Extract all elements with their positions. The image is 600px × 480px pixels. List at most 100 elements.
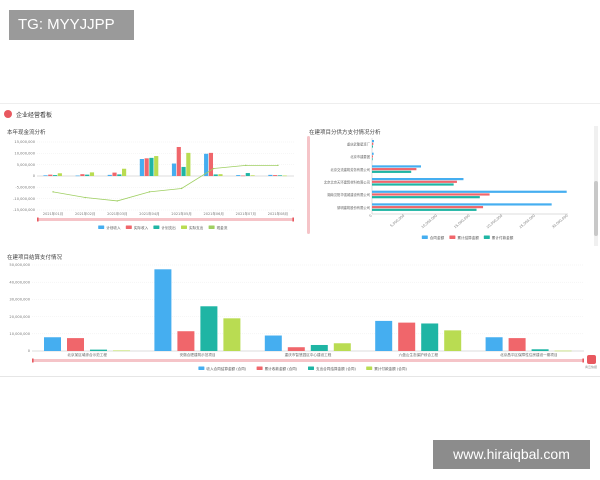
vertical-scrollbar-thumb[interactable] bbox=[594, 181, 598, 236]
y-tick-label: 0 bbox=[28, 349, 31, 353]
settlement-bar bbox=[333, 343, 351, 351]
settlement-zoom-track bbox=[32, 359, 584, 362]
cashflow-legend-label: 实际支出 bbox=[189, 225, 204, 230]
cashflow-bar bbox=[218, 174, 223, 176]
cashflow-point bbox=[84, 196, 86, 199]
cashflow-bar bbox=[236, 175, 241, 176]
supplier-bar bbox=[372, 152, 374, 155]
cashflow-bar bbox=[268, 174, 273, 176]
cashflow-bar bbox=[117, 174, 122, 176]
cashflow-zoom-handle-right bbox=[292, 217, 294, 222]
cashflow-zoom-handle-left bbox=[37, 217, 39, 222]
cashflow-point bbox=[212, 167, 215, 170]
cashflow-point bbox=[180, 187, 183, 190]
supplier-bar bbox=[372, 170, 412, 173]
settlement-bar bbox=[200, 306, 218, 351]
supplier-legend-label: 累计付款金额 bbox=[492, 235, 514, 240]
supplier-bar bbox=[372, 183, 454, 186]
cashflow-bar bbox=[144, 158, 149, 176]
x-tick-label: 六盘山生态保护综合工程 bbox=[399, 352, 439, 357]
settlement-bar bbox=[154, 269, 172, 351]
settlement-bar bbox=[67, 338, 84, 351]
x-tick-label: 2021年02月 bbox=[75, 211, 95, 216]
cashflow-point bbox=[277, 164, 279, 167]
supplier-bar bbox=[372, 168, 417, 171]
cashflow-chart: 15,000,000 10,000,000 5,000,000 0 -5,000,000… bbox=[13, 140, 294, 230]
dashboard-header: 企业经营看板 bbox=[4, 108, 52, 120]
y-tick-label: 40,000,000 bbox=[9, 280, 30, 284]
supplier-bar bbox=[372, 178, 464, 181]
cashflow-bar bbox=[273, 175, 278, 176]
settlement-bar bbox=[421, 323, 439, 351]
cashflow-panel: 本年现金流分析 15,000,000 10,000,000 5,000,000 0 -5… bbox=[4, 126, 302, 244]
y-tick-label: -15,000,000 bbox=[13, 208, 36, 212]
x-tick-label: 安徽合肥建筑示范项目 bbox=[180, 352, 216, 357]
settlement-zoom-handle-right bbox=[582, 358, 584, 363]
settlement-chart: 50,000,000 40,000,000 30,000,000 20,000,000… bbox=[9, 263, 584, 371]
supplier-bar bbox=[372, 140, 374, 143]
supplier-bar bbox=[372, 193, 490, 196]
dashboard: 企业经营看板 本年现金流分析 15,000,000 10,000,000 5,000… bbox=[0, 103, 600, 377]
y-tick-label: -10,000,000 bbox=[13, 197, 36, 201]
supplier-payment-chart: 0 5,000,000 10,000,000 15,000,000 20,000,000… bbox=[307, 136, 569, 240]
supplier-bar bbox=[372, 145, 373, 148]
cashflow-bar bbox=[277, 175, 283, 176]
supplier-bar bbox=[372, 208, 477, 211]
x-tick-label: 2021年04月 bbox=[139, 211, 159, 216]
settlement-bar bbox=[287, 347, 305, 351]
x-tick-label: 北京某区域综合示范工程 bbox=[67, 352, 107, 357]
settlement-bar bbox=[223, 318, 241, 351]
x-tick-label: 25,000,000 bbox=[519, 214, 536, 230]
y-tick-label: 0 bbox=[33, 174, 36, 178]
y-tick-label: 北京北京天环建筑材料有限公司 bbox=[324, 180, 370, 185]
settlement-bar bbox=[554, 350, 572, 352]
settlement-zoom-handle-left bbox=[32, 358, 34, 363]
y-tick-label: 30,000,000 bbox=[9, 298, 30, 302]
settlement-legend-swatch bbox=[198, 366, 205, 370]
y-tick-label: 重庆武隆星连厂 bbox=[347, 142, 371, 147]
cashflow-bar bbox=[171, 163, 177, 176]
y-tick-label: 15,000,000 bbox=[14, 140, 35, 144]
corner-brand: 青云快报 bbox=[585, 355, 597, 371]
settlement-legend-label: 收入合同结算金额 (合同) bbox=[206, 366, 246, 371]
cashflow-bar bbox=[107, 174, 112, 176]
x-tick-label: 15,000,000 bbox=[453, 214, 470, 230]
x-tick-label: 2021年05月 bbox=[171, 211, 191, 216]
y-tick-label: 10,000,000 bbox=[9, 332, 30, 336]
cashflow-point bbox=[245, 164, 247, 167]
cashflow-bar bbox=[149, 157, 154, 176]
cashflow-bar bbox=[85, 174, 90, 176]
x-tick-label: 10,000,000 bbox=[421, 214, 438, 230]
cashflow-legend-swatch bbox=[181, 225, 187, 229]
settlement-legend-swatch bbox=[366, 366, 373, 370]
cashflow-legend-label: 计划支出 bbox=[161, 225, 176, 230]
cashflow-bar bbox=[139, 159, 144, 176]
supplier-payment-panel-title: 在建项目分供方支付情况分析 bbox=[309, 130, 381, 136]
settlement-bar bbox=[444, 330, 462, 351]
settlement-bar bbox=[90, 349, 107, 351]
settlement-bar bbox=[398, 322, 416, 351]
cashflow-legend-swatch bbox=[98, 225, 105, 229]
supplier-zoom-track bbox=[307, 136, 310, 234]
cashflow-bar bbox=[176, 146, 181, 176]
cashflow-bar bbox=[75, 175, 80, 177]
y-tick-label: 5,000,000 bbox=[17, 163, 36, 167]
supplier-legend-swatch bbox=[449, 235, 456, 239]
brand-mark-icon bbox=[586, 355, 596, 364]
cashflow-point bbox=[148, 191, 151, 193]
supplier-legend-label: 合同金额 bbox=[430, 235, 445, 240]
supplier-bar bbox=[372, 165, 421, 168]
cashflow-bar bbox=[57, 173, 62, 176]
supplier-bar bbox=[372, 142, 374, 145]
cashflow-bar bbox=[43, 175, 48, 176]
settlement-bar bbox=[485, 337, 503, 351]
supplier-bar bbox=[372, 180, 457, 183]
supplier-legend-swatch bbox=[421, 235, 428, 239]
cashflow-bar bbox=[154, 156, 159, 176]
supplier-legend-swatch bbox=[483, 235, 490, 239]
cashflow-legend-label: 现金流 bbox=[217, 225, 228, 230]
settlement-legend-label: 累计付款金额 (合同) bbox=[374, 366, 407, 371]
supplier-bar bbox=[372, 203, 552, 206]
vertical-scrollbar[interactable] bbox=[594, 126, 598, 246]
supplier-bar bbox=[372, 196, 480, 199]
